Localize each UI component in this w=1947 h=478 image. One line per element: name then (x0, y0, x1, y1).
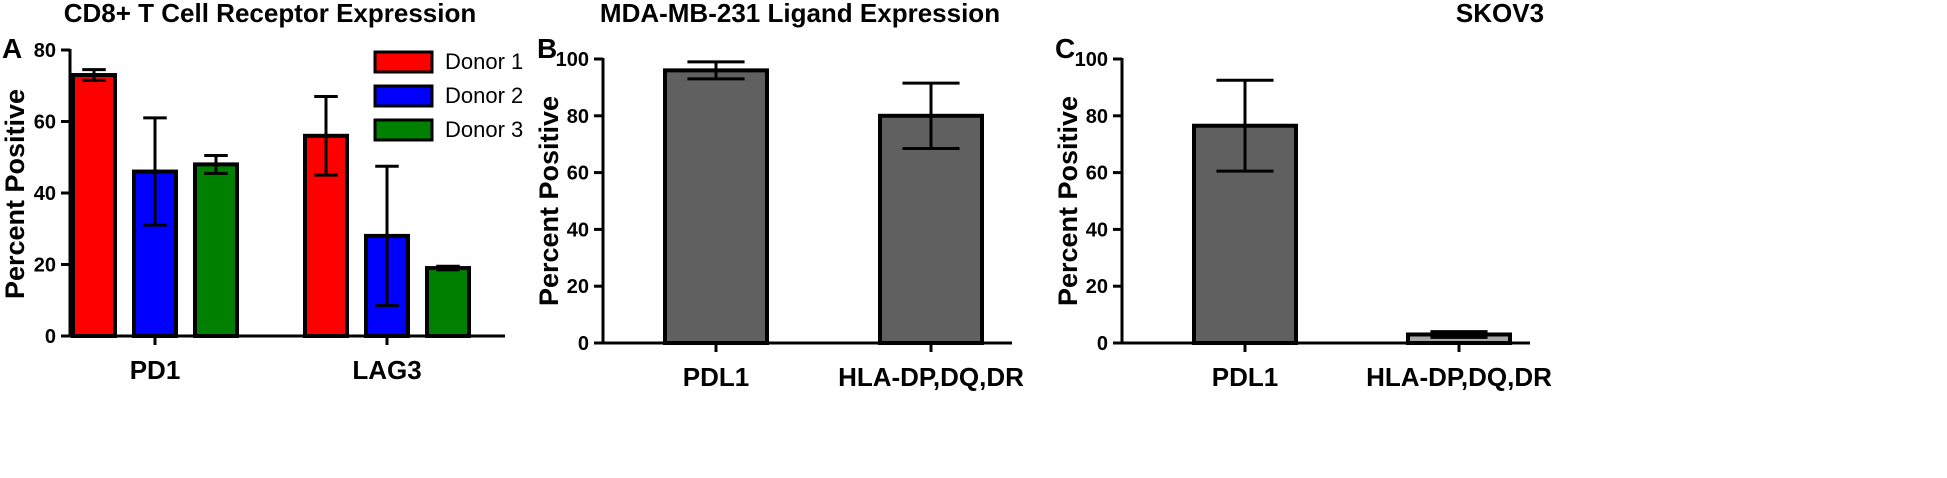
panel-a-title: CD8+ T Cell Receptor Expression (64, 0, 477, 28)
error-bar (902, 81, 960, 150)
y-tick-label: 60 (1086, 163, 1108, 185)
panel-c-axes: 0 20 40 60 80 100 PDL1 HLA-DP,DQ,DR (1075, 49, 1553, 392)
panel-b: MDA-MB-231 Ligand Expression B Percent P… (534, 0, 1024, 392)
error-bar (687, 60, 745, 81)
panel-c-letter: C (1055, 33, 1075, 64)
legend-swatch (373, 50, 434, 74)
panel-b-title: MDA-MB-231 Ligand Expression (600, 0, 1000, 28)
legend-item: Donor 3 (373, 117, 523, 142)
y-tick-label: 40 (34, 183, 56, 205)
y-tick-label: 80 (34, 40, 56, 62)
panel-a-letter: A (2, 33, 22, 64)
x-category-label: PDL1 (683, 362, 749, 392)
y-tick-label: 20 (567, 276, 589, 298)
error-bar (314, 94, 338, 177)
error-bar (143, 116, 167, 227)
panel-b-axes: 0 20 40 60 80 100 PDL1 HLA-DP,DQ,DR (556, 49, 1025, 392)
x-category-label: HLA-DP,DQ,DR (1366, 362, 1552, 392)
panel-c-title: SKOV3 (1456, 0, 1544, 28)
panel-b-letter: B (537, 33, 557, 64)
error-bar (82, 68, 106, 82)
panel-c-bars (1192, 78, 1512, 346)
legend-item: Donor 2 (373, 83, 523, 108)
y-tick-label: 20 (34, 255, 56, 277)
y-tick-label: 0 (578, 333, 589, 355)
panel-c-y-axis-title: Percent Positive (1053, 96, 1083, 306)
panel-a-axes: 0 20 40 60 80 PD1 LAG3 (34, 40, 505, 385)
panel-a-y-axis-title: Percent Positive (0, 89, 30, 299)
y-tick-label: 40 (567, 219, 589, 241)
x-category-label: PDL1 (1212, 362, 1278, 392)
legend-label: Donor 3 (445, 117, 523, 142)
panel-b-y-axis-title: Percent Positive (534, 96, 564, 306)
y-tick-label: 80 (567, 106, 589, 128)
panel-a: CD8+ T Cell Receptor Expression A Percen… (0, 0, 523, 385)
x-category-label: HLA-DP,DQ,DR (838, 362, 1024, 392)
x-category-label: LAG3 (352, 355, 421, 385)
legend-item: Donor 1 (373, 49, 523, 74)
y-tick-label: 60 (34, 112, 56, 134)
error-bar (204, 153, 228, 175)
legend-swatch (373, 118, 434, 142)
y-tick-label: 40 (1086, 219, 1108, 241)
error-bar (375, 164, 399, 308)
y-tick-label: 60 (567, 163, 589, 185)
error-bar (436, 264, 460, 272)
error-bar (1430, 330, 1488, 339)
legend-label: Donor 2 (445, 83, 523, 108)
x-category-label: PD1 (130, 355, 181, 385)
bar (71, 73, 117, 339)
y-tick-label: 100 (556, 49, 589, 71)
legend-label: Donor 1 (445, 49, 523, 74)
panel-c: SKOV3 C Percent Positive 0 20 40 60 80 100 PDL… (1053, 0, 1552, 392)
bar (425, 266, 471, 339)
y-tick-label: 20 (1086, 276, 1108, 298)
bar (878, 113, 984, 345)
panel-a-legend: Donor 1 Donor 2 Donor 3 (373, 49, 523, 142)
y-tick-label: 100 (1075, 49, 1108, 71)
y-tick-label: 0 (1097, 333, 1108, 355)
bar (663, 68, 769, 346)
panel-b-bars (663, 60, 984, 346)
y-tick-label: 0 (45, 326, 56, 348)
bar (193, 162, 239, 338)
y-tick-label: 80 (1086, 106, 1108, 128)
legend-swatch (373, 84, 434, 108)
panel-a-bars (71, 68, 471, 339)
error-bar (1216, 78, 1274, 173)
